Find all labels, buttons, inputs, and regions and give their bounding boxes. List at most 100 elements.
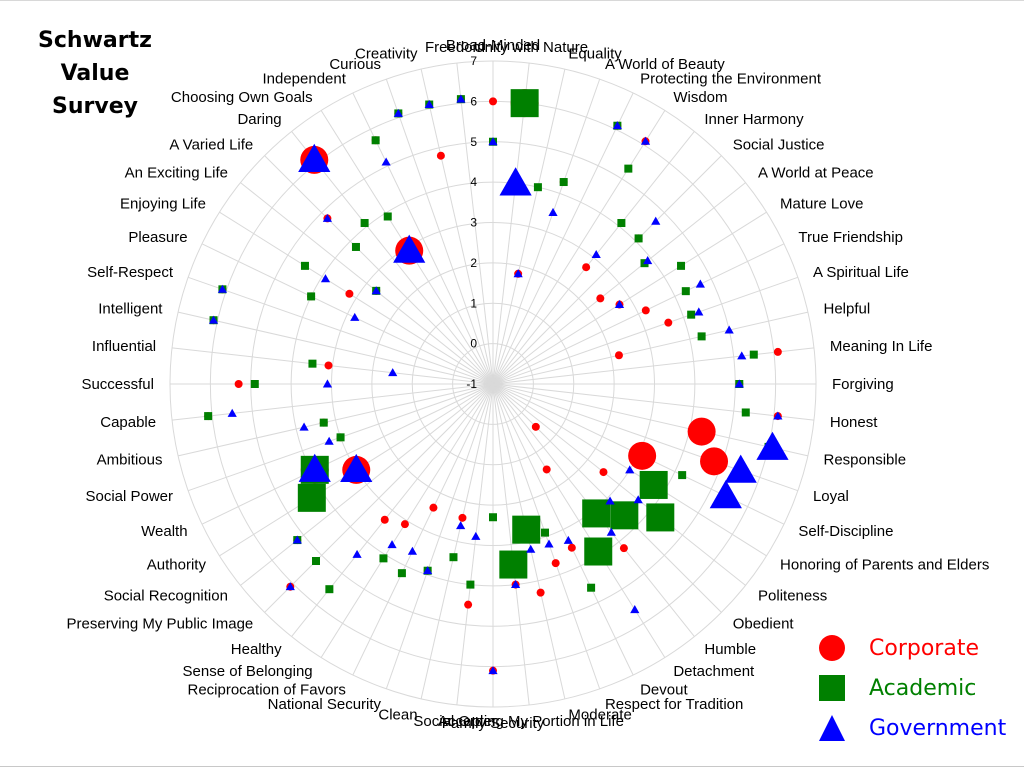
radial-tick-labels: -1 0 1 2 3 4 5 6 7 <box>466 54 477 391</box>
category-label: Authority <box>147 556 207 573</box>
mark-government-48 <box>320 274 331 283</box>
mark-government-2 <box>499 167 532 196</box>
spoke <box>456 383 494 706</box>
mark-government-6 <box>640 136 651 145</box>
mark-academic-4 <box>559 178 568 187</box>
spoke <box>264 155 494 385</box>
spoke <box>456 62 494 385</box>
mark-government-20 <box>625 465 635 474</box>
mark-government-5 <box>612 121 622 130</box>
category-label: National Security <box>268 696 382 713</box>
mark-corporate-30 <box>464 600 473 609</box>
spoke <box>492 78 601 385</box>
spoke <box>492 110 666 385</box>
radial-tick-label: 0 <box>470 337 477 351</box>
mark-corporate-27 <box>536 588 545 597</box>
spoke <box>492 92 634 385</box>
legend-triangle <box>819 715 845 741</box>
mark-government-49 <box>371 286 381 295</box>
spoke <box>291 131 494 385</box>
spoke <box>492 383 530 706</box>
mark-government-43 <box>322 379 333 388</box>
category-label: Obedient <box>733 616 795 633</box>
legend-circle-marker <box>819 635 845 661</box>
mark-government-54 <box>393 108 403 117</box>
category-label: A World at Peace <box>758 165 874 182</box>
category-label: True Friendship <box>798 229 903 246</box>
mark-government-10 <box>614 299 625 308</box>
mark-corporate-1 <box>489 97 497 106</box>
legend-item-academic: Academic <box>812 668 1012 708</box>
spoke <box>240 182 494 385</box>
category-label: Protecting the Environment <box>640 71 822 88</box>
mark-government-40 <box>324 436 334 445</box>
spoke <box>420 68 494 385</box>
category-label: Moderate <box>568 707 631 724</box>
mark-academic-13 <box>697 332 706 341</box>
mark-government-8 <box>651 216 661 225</box>
spoke <box>492 211 767 385</box>
mark-academic-41 <box>319 418 328 427</box>
mark-academic-12 <box>687 310 696 319</box>
mark-government-27 <box>526 544 536 553</box>
category-label: Equality <box>568 45 622 62</box>
spoke <box>492 68 566 385</box>
mark-academic-21 <box>646 503 675 532</box>
category-label: A World of Beauty <box>605 56 725 73</box>
mark-academic-33 <box>397 569 406 578</box>
spoke <box>291 383 494 637</box>
mark-academic-29 <box>489 513 497 522</box>
mark-government-17 <box>756 431 789 460</box>
radial-tick-label: 6 <box>470 94 477 108</box>
category-label: Inner Harmony <box>704 111 804 128</box>
mark-government-44 <box>388 368 398 377</box>
mark-corporate-34 <box>400 520 409 529</box>
mark-government-14 <box>737 351 747 360</box>
spoke <box>240 383 494 586</box>
mark-government-21 <box>633 495 643 504</box>
mark-corporate-21 <box>599 468 608 477</box>
radial-tick-label: 7 <box>470 54 477 68</box>
category-label: Preserving My Public Image <box>67 616 254 633</box>
category-label: Clean <box>378 707 417 724</box>
mark-government-15 <box>734 379 744 388</box>
mark-government-37 <box>292 535 302 544</box>
spoke <box>264 383 494 613</box>
spoke <box>492 243 785 385</box>
category-label: Freedom <box>425 39 485 56</box>
category-label: Honoring of Parents and Elders <box>780 556 989 573</box>
category-label: Family Security <box>442 715 545 732</box>
mark-corporate-31 <box>458 513 467 522</box>
mark-academic-16 <box>741 408 750 417</box>
category-label: Accepting My Portion in Life <box>438 713 624 730</box>
mark-government-13 <box>724 325 734 334</box>
category-label: Social Justice <box>733 136 825 153</box>
category-label: Curious <box>329 56 381 73</box>
mark-corporate-13 <box>614 351 623 360</box>
mark-government-51 <box>298 143 331 172</box>
mark-government-29 <box>488 666 498 675</box>
spokes <box>170 61 816 707</box>
spoke <box>385 383 494 690</box>
mark-government-24 <box>630 605 640 614</box>
spoke <box>492 276 799 385</box>
mark-corporate-19 <box>628 441 657 470</box>
mark-corporate-22 <box>531 422 540 431</box>
spoke <box>352 383 494 676</box>
mark-government-25 <box>563 535 573 544</box>
category-label: Choosing Own Goals <box>171 89 313 106</box>
mark-corporate-24 <box>542 465 551 474</box>
mark-government-9 <box>643 256 653 265</box>
mark-corporate-43 <box>234 380 243 388</box>
category-label: Wealth <box>141 523 187 540</box>
radial-tick-label: 5 <box>470 135 477 149</box>
category-label: Capable <box>100 414 156 431</box>
mark-corporate-17 <box>687 417 716 446</box>
mark-academic-11 <box>681 287 690 296</box>
mark-academic-43 <box>250 380 259 388</box>
spoke <box>177 383 494 457</box>
spoke <box>320 383 494 658</box>
mark-government-52 <box>393 234 426 263</box>
mark-government-55 <box>424 99 434 108</box>
